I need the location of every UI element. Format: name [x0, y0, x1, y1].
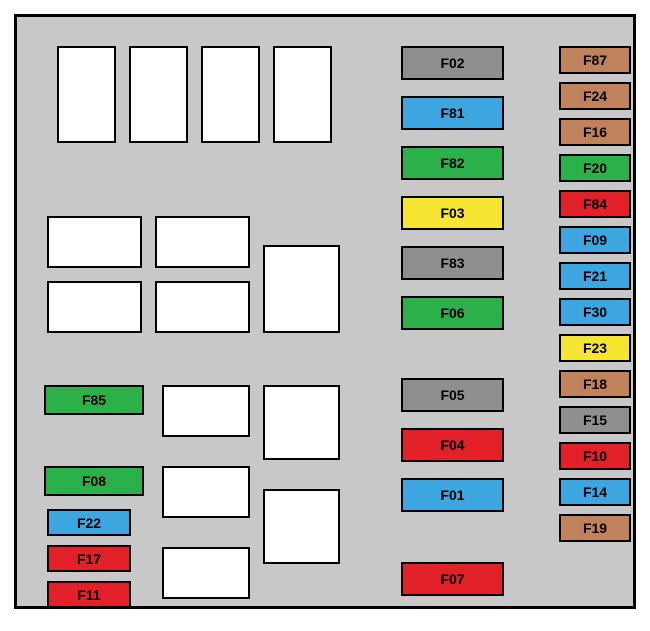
blank-box: [47, 281, 142, 333]
blank-box: [263, 245, 340, 333]
fuse-label: F81: [440, 105, 464, 121]
fuse-f08: F08: [44, 466, 144, 496]
fuse-f11: F11: [47, 581, 131, 608]
fuse-label: F07: [440, 571, 464, 587]
fuse-label: F06: [440, 305, 464, 321]
fuse-f07: F07: [401, 562, 504, 596]
fuse-label: F19: [583, 520, 607, 536]
fuse-f24: F24: [559, 82, 631, 110]
blank-box: [129, 46, 188, 143]
fuse-label: F05: [440, 387, 464, 403]
fuse-label: F30: [583, 304, 607, 320]
fuse-label: F08: [82, 473, 106, 489]
fuse-label: F84: [583, 196, 607, 212]
fuse-f18: F18: [559, 370, 631, 398]
fuse-label: F24: [583, 88, 607, 104]
fuse-f04: F04: [401, 428, 504, 462]
fuse-label: F17: [77, 551, 101, 567]
blank-box: [162, 466, 250, 518]
fuse-f85: F85: [44, 385, 144, 415]
blank-box: [162, 385, 250, 437]
blank-box: [47, 216, 142, 268]
fuse-f15: F15: [559, 406, 631, 434]
fuse-f06: F06: [401, 296, 504, 330]
fuse-label: F21: [583, 268, 607, 284]
fuse-f10: F10: [559, 442, 631, 470]
fuse-f30: F30: [559, 298, 631, 326]
fuse-label: F03: [440, 205, 464, 221]
fuse-f21: F21: [559, 262, 631, 290]
fuse-f16: F16: [559, 118, 631, 146]
fuse-box-canvas: F85 F08 F22 F17 F11 F02 F81 F82 F03 F83 F06 F05 F04 F…: [0, 0, 650, 631]
fuse-f23: F23: [559, 334, 631, 362]
fuse-label: F20: [583, 160, 607, 176]
fuse-f14: F14: [559, 478, 631, 506]
fuse-f20: F20: [559, 154, 631, 182]
fuse-f01: F01: [401, 478, 504, 512]
blank-box: [201, 46, 260, 143]
fuse-label: F23: [583, 340, 607, 356]
blank-box: [57, 46, 116, 143]
fuse-f84: F84: [559, 190, 631, 218]
fuse-label: F16: [583, 124, 607, 140]
fuse-label: F18: [583, 376, 607, 392]
fuse-f19: F19: [559, 514, 631, 542]
fuse-f87: F87: [559, 46, 631, 74]
fuse-label: F87: [583, 52, 607, 68]
blank-box: [263, 385, 340, 460]
fuse-f09: F09: [559, 226, 631, 254]
fuse-label: F22: [77, 515, 101, 531]
fuse-f83: F83: [401, 246, 504, 280]
fuse-f17: F17: [47, 545, 131, 572]
blank-box: [263, 489, 340, 564]
fuse-f22: F22: [47, 509, 131, 536]
blank-box: [155, 216, 250, 268]
blank-box: [155, 281, 250, 333]
fuse-label: F02: [440, 55, 464, 71]
fuse-f81: F81: [401, 96, 504, 130]
blank-box: [273, 46, 332, 143]
fuse-label: F10: [583, 448, 607, 464]
fuse-label: F11: [77, 587, 100, 603]
fuse-f03: F03: [401, 196, 504, 230]
fuse-label: F15: [583, 412, 607, 428]
fuse-label: F14: [583, 484, 607, 500]
fuse-f02: F02: [401, 46, 504, 80]
fuse-label: F01: [440, 487, 464, 503]
blank-box: [162, 547, 250, 599]
fuse-label: F82: [440, 155, 464, 171]
fuse-label: F04: [440, 437, 464, 453]
fuse-label: F83: [440, 255, 464, 271]
fuse-f82: F82: [401, 146, 504, 180]
fuse-f05: F05: [401, 378, 504, 412]
fuse-label: F85: [82, 392, 106, 408]
fuse-label: F09: [583, 232, 607, 248]
